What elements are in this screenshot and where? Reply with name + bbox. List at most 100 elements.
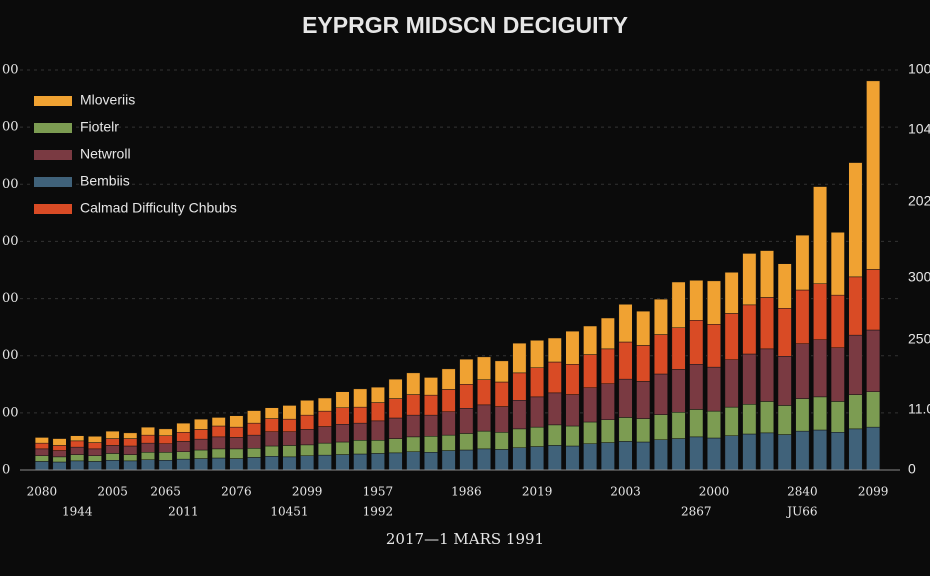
bar-segment (247, 434, 262, 449)
bar-segment (388, 417, 403, 439)
x-sub-label: 2011 (168, 505, 199, 519)
bar-segment (176, 422, 191, 433)
bar-segment (353, 422, 368, 441)
bar-segment (353, 388, 368, 408)
bar-segment (194, 449, 209, 459)
bar-segment (194, 458, 209, 471)
bar-segment (830, 232, 845, 296)
bar-segment (70, 454, 85, 462)
bar-segment (388, 438, 403, 454)
bar-segment (52, 461, 67, 471)
bar-segment (795, 430, 810, 471)
bar-segment (70, 440, 85, 448)
bar-segment (317, 454, 332, 471)
bar-segment (158, 435, 173, 444)
bar-segment (87, 461, 102, 471)
bar-segment (760, 348, 775, 402)
bar-segment (760, 401, 775, 434)
bar-segment (671, 438, 686, 471)
bar-segment (689, 436, 704, 471)
bar-segment (600, 348, 615, 384)
x-sub-label: JU66 (785, 505, 817, 519)
bar-segment (123, 460, 138, 471)
y2-tick-label: 11.0 (908, 401, 930, 417)
bar-segment (795, 343, 810, 399)
bar-segment (87, 448, 102, 456)
y-tick-label: 00 (2, 120, 19, 135)
bar-segment (618, 341, 633, 380)
bar-segment (583, 354, 598, 388)
bar-segment (671, 369, 686, 413)
bar-segment (459, 449, 474, 471)
bar-segment (494, 432, 509, 450)
bar-segment (565, 425, 580, 447)
bar-segment (760, 250, 775, 298)
bar-segment (176, 432, 191, 442)
bar-segment (194, 418, 209, 430)
bar-segment (335, 441, 350, 455)
bar-segment (689, 320, 704, 365)
bar-segment (317, 410, 332, 427)
bar-segment (406, 451, 421, 471)
bar-segment (211, 457, 226, 471)
bar-segment (370, 453, 385, 471)
bar-segment (813, 396, 828, 431)
bar-segment (140, 434, 155, 444)
bar-segment (512, 342, 527, 374)
x-tick-label: 2099 (292, 485, 323, 499)
bar-segment (140, 452, 155, 460)
bar-segment (423, 436, 438, 453)
bar-segment (618, 378, 633, 418)
y2-tick-label: 104 (908, 121, 930, 137)
bar-segment (264, 445, 279, 457)
bar-segment (830, 432, 845, 471)
bar-segment (264, 407, 279, 419)
bar-segment (123, 432, 138, 439)
y2-tick-label: 100 (908, 61, 930, 77)
bar-segment (600, 419, 615, 443)
bar-segment (760, 297, 775, 350)
bar-segment (848, 162, 863, 278)
bar-segment (565, 330, 580, 365)
bar-segment (459, 358, 474, 385)
bar-segment (441, 411, 456, 436)
bar-segment (406, 394, 421, 416)
bar-segment (618, 304, 633, 343)
bar-segment (70, 435, 85, 442)
bar-segment (353, 440, 368, 455)
bar-segment (388, 398, 403, 419)
bar-segment (370, 386, 385, 403)
bar-segment (547, 424, 562, 446)
bar-segment (441, 434, 456, 451)
bar-segment (512, 372, 527, 401)
bar-segment (565, 445, 580, 471)
bar-segment (441, 450, 456, 471)
bar-segment (547, 337, 562, 363)
bar-segment (848, 394, 863, 430)
bar-segment (353, 453, 368, 471)
bar-segment (547, 445, 562, 471)
y-tick-label: 00 (2, 291, 19, 306)
bar-segment (34, 455, 49, 462)
bar-segment (441, 368, 456, 390)
bar-segment (140, 426, 155, 436)
bar-segment (264, 418, 279, 432)
y2-tick-label: 300 (908, 269, 930, 285)
bar-segment (282, 456, 297, 471)
bar-segment (653, 373, 668, 415)
bar-segment (123, 454, 138, 462)
bar-segment (105, 445, 120, 454)
bar-segment (158, 443, 173, 453)
bar-segment (636, 345, 651, 382)
bar-segment (866, 426, 881, 471)
bar-segment (477, 404, 492, 432)
bar-segment (158, 460, 173, 471)
bar-segment (494, 381, 509, 407)
bar-segment (370, 402, 385, 422)
bar-segment (636, 418, 651, 443)
bar-segment (848, 428, 863, 471)
bar-segment (211, 417, 226, 427)
x-tick-label: 2080 (27, 485, 58, 499)
bar-segment (300, 444, 315, 456)
bar-segment (494, 449, 509, 471)
